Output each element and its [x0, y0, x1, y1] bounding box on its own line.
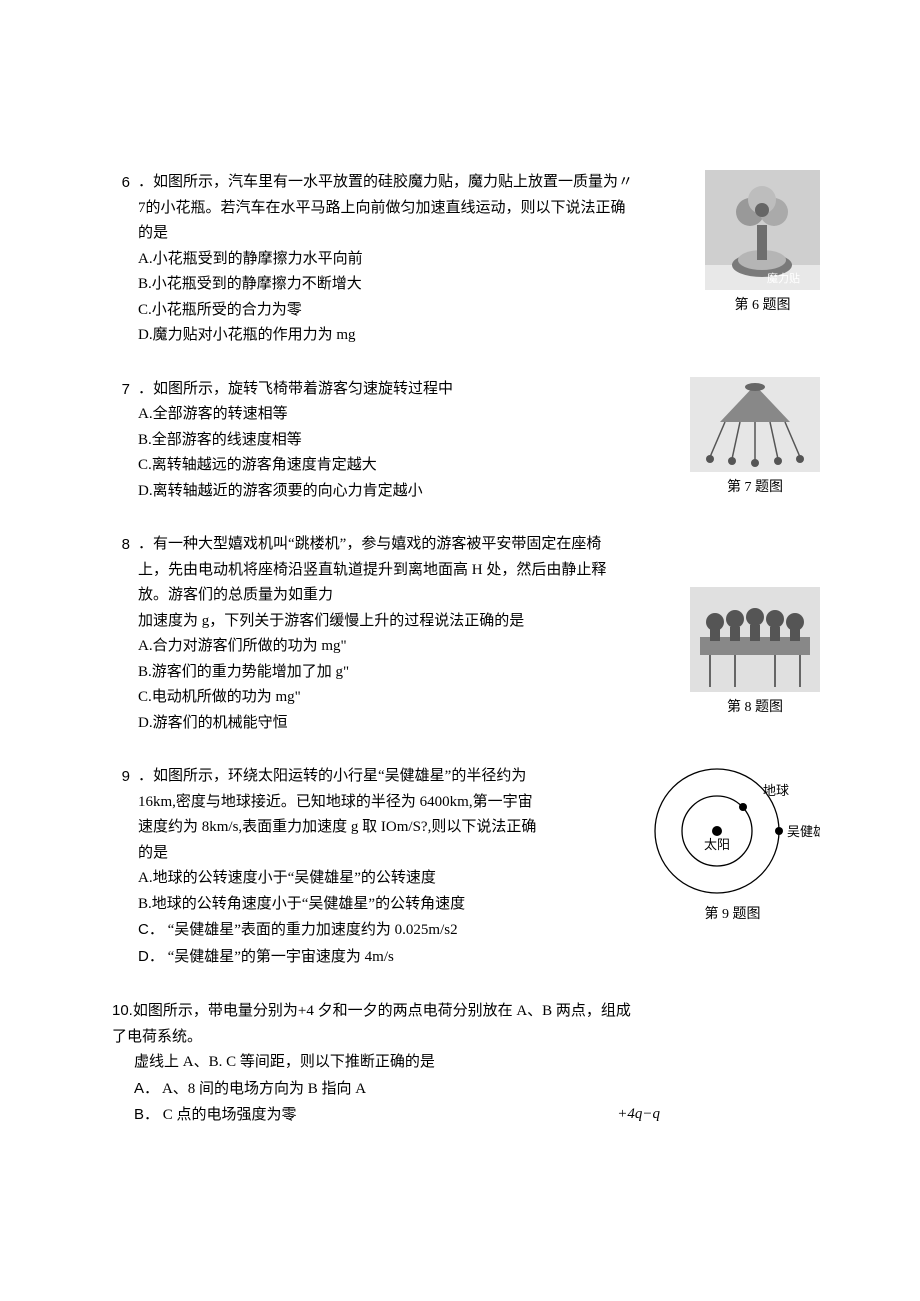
q6-number: 6 — [110, 170, 138, 196]
q9-star-label: 吴健雄星 — [787, 824, 820, 839]
q8-stem-line1: ．有一种大型嬉戏机叫“跳楼机”，参与嬉戏的游客被平安带固定在座椅 — [138, 532, 680, 558]
question-8: 8 ．有一种大型嬉戏机叫“跳楼机”，参与嬉戏的游客被平安带固定在座椅 上，先由电… — [110, 532, 820, 736]
q6-body: ．如图所示，汽车里有一水平放置的硅胶魔力贴，魔力贴上放置一质量为〃 7的小花瓶。… — [138, 170, 820, 349]
question-6: 6 ．如图所示，汽车里有一水平放置的硅胶魔力贴，魔力贴上放置一质量为〃 7的小花… — [110, 170, 820, 349]
q8-option-c: C.电动机所做的功为 mg" — [138, 685, 680, 711]
q8-figure-svg — [690, 587, 820, 692]
q9-figure: 太阳 地球 吴健雄星 第 9 题图 — [645, 764, 820, 970]
question-9: 9 ．如图所示，环绕太阳运转的小行星“吴健雄星”的半径约为 16km,密度与地球… — [110, 764, 820, 970]
q6-option-b: B.小花瓶受到的静摩擦力不断增大 — [138, 272, 695, 298]
q6-option-c: C.小花瓶所受的合力为零 — [138, 298, 695, 324]
q8-stem-line3: 放。游客们的总质量为如重力 — [138, 583, 680, 609]
q10-option-b-text: C 点的电场强度为零 — [163, 1107, 297, 1123]
q8-option-d: D.游客们的机械能守恒 — [138, 711, 680, 737]
q10-option-b: B． C 点的电场强度为零 +4q−q — [134, 1102, 820, 1129]
q10-stem-line3: 虚线上 A、B. C 等间距，则以下推断正确的是 — [134, 1050, 820, 1076]
q6-figure-svg: 魔力贴 — [705, 170, 820, 290]
q6-caption: 第 6 题图 — [705, 294, 820, 318]
q7-option-b: B.全部游客的线速度相等 — [138, 428, 680, 454]
q9-sun-label: 太阳 — [704, 837, 730, 852]
q9-figure-svg: 太阳 地球 吴健雄星 — [645, 764, 820, 899]
q10-option-a-text: A、8 间的电场方向为 B 指向 A — [162, 1081, 366, 1097]
q6-option-d: D.魔力贴对小花瓶的作用力为 mg — [138, 323, 695, 349]
q6-figure: 魔力贴 第 6 题图 — [705, 170, 820, 349]
q9-option-a: A.地球的公转速度小于“吴健雄星”的公转速度 — [138, 866, 635, 892]
q6-text: ．如图所示，汽车里有一水平放置的硅胶魔力贴，魔力贴上放置一质量为〃 7的小花瓶。… — [138, 170, 695, 349]
q7-option-a: A.全部游客的转速相等 — [138, 402, 680, 428]
q8-stem-line4: 加速度为 g，下列关于游客们缓慢上升的过程说法正确的是 — [138, 609, 680, 635]
q9-stem-line1: ．如图所示，环绕太阳运转的小行星“吴健雄星”的半径约为 — [138, 764, 635, 790]
q9-stem-line2: 16km,密度与地球接近。已知地球的半径为 6400km,第一宇宙 — [138, 790, 635, 816]
q10-stem-line2: 了电荷系统。 — [112, 1025, 820, 1051]
q9-caption: 第 9 题图 — [645, 903, 820, 927]
q6-option-a: A.小花瓶受到的静摩擦力水平向前 — [138, 247, 695, 273]
q9-option-c-text: “吴健雄星”表面的重力加速度约为 0.025m/s2 — [168, 922, 458, 938]
q8-option-a: A.合力对游客们所做的功为 mg" — [138, 634, 680, 660]
q6-figure-label: 魔力贴 — [767, 271, 800, 285]
q9-option-d-text: “吴健雄星”的第一宇宙速度为 4m/s — [168, 949, 394, 965]
q7-figure: 第 7 题图 — [690, 377, 820, 505]
q8-body: ．有一种大型嬉戏机叫“跳楼机”，参与嬉戏的游客被平安带固定在座椅 上，先由电动机… — [138, 532, 820, 736]
q7-option-c: C.离转轴越远的游客角速度肯定越大 — [138, 453, 680, 479]
q10-number: 10. — [112, 1002, 133, 1019]
q10-stem-line1: 如图所示，带电量分别为+4 夕和一夕的两点电荷分别放在 A、B 两点，组成 — [133, 1003, 631, 1019]
q10-option-b-letter: B． — [134, 1106, 159, 1123]
q7-body: ．如图所示，旋转飞椅带着游客匀速旋转过程中 A.全部游客的转速相等 B.全部游客… — [138, 377, 820, 505]
q9-earth-label: 地球 — [763, 783, 789, 798]
q7-option-d: D.离转轴越近的游客须要的向心力肯定越小 — [138, 479, 680, 505]
q10-option-a: A． A、8 间的电场方向为 B 指向 A — [134, 1076, 820, 1103]
q9-stem-line3: 速度约为 8km/s,表面重力加速度 g 取 IOm/S?,则以下说法正确 — [138, 815, 635, 841]
q9-option-d-letter: D． — [138, 948, 164, 965]
q9-option-c-letter: C． — [138, 921, 164, 938]
q9-option-d: D． “吴健雄星”的第一宇宙速度为 4m/s — [138, 944, 635, 971]
q8-option-b: B.游客们的重力势能增加了加 g" — [138, 660, 680, 686]
q10-body: 10.如图所示，带电量分别为+4 夕和一夕的两点电荷分别放在 A、B 两点，组成… — [110, 998, 820, 1129]
q9-text: ．如图所示，环绕太阳运转的小行星“吴健雄星”的半径约为 16km,密度与地球接近… — [138, 764, 635, 970]
q6-stem-line3: 的是 — [138, 221, 695, 247]
q9-option-b: B.地球的公转角速度小于“吴健雄星”的公转角速度 — [138, 892, 635, 918]
question-7: 7 ．如图所示，旋转飞椅带着游客匀速旋转过程中 A.全部游客的转速相等 B.全部… — [110, 377, 820, 505]
q10-side-formula: +4q−q — [617, 1102, 660, 1128]
question-10: 10.如图所示，带电量分别为+4 夕和一夕的两点电荷分别放在 A、B 两点，组成… — [110, 998, 820, 1129]
q9-stem-line4: 的是 — [138, 841, 635, 867]
q7-stem-line1: ．如图所示，旋转飞椅带着游客匀速旋转过程中 — [138, 377, 680, 403]
q8-stem-line2: 上，先由电动机将座椅沿竖直轨道提升到离地面高 H 处，然后由静止释 — [138, 558, 680, 584]
q8-text: ．有一种大型嬉戏机叫“跳楼机”，参与嬉戏的游客被平安带固定在座椅 上，先由电动机… — [138, 532, 680, 736]
q9-option-c: C． “吴健雄星”表面的重力加速度约为 0.025m/s2 — [138, 917, 635, 944]
q9-body: ．如图所示，环绕太阳运转的小行星“吴健雄星”的半径约为 16km,密度与地球接近… — [138, 764, 820, 970]
q7-caption: 第 7 题图 — [690, 476, 820, 500]
q10-option-a-letter: A． — [134, 1080, 159, 1097]
q7-text: ．如图所示，旋转飞椅带着游客匀速旋转过程中 A.全部游客的转速相等 B.全部游客… — [138, 377, 680, 505]
q6-stem-line2: 7的小花瓶。若汽车在水平马路上向前做匀加速直线运动，则以下说法正确 — [138, 196, 695, 222]
q7-figure-svg — [690, 377, 820, 472]
q7-number: 7 — [110, 377, 138, 403]
q6-stem-line1: ．如图所示，汽车里有一水平放置的硅胶魔力贴，魔力贴上放置一质量为〃 — [138, 170, 695, 196]
q8-number: 8 — [110, 532, 138, 558]
q8-figure: 第 8 题图 — [690, 587, 820, 736]
q9-number: 9 — [110, 764, 138, 790]
q8-caption: 第 8 题图 — [690, 696, 820, 720]
